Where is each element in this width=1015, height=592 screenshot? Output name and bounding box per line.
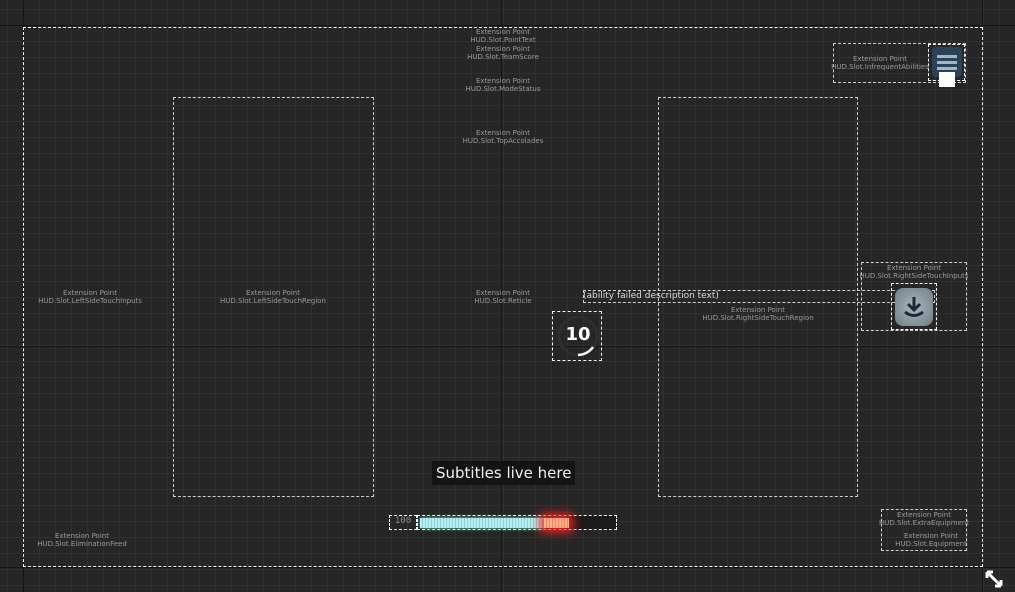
slot-right-side-touch-region: Extension Point HUD.Slot.RightSideTouchRe…: [702, 306, 814, 322]
slot-infrequent-abilities: Extension Point HUD.Slot.InfrequentAbilit…: [831, 55, 929, 71]
grid-axis: [0, 25, 1015, 26]
download-button-box[interactable]: [891, 283, 937, 330]
slot-mode-status: Extension Point HUD.Slot.ModeStatus: [465, 77, 541, 93]
ability-failed-box[interactable]: [583, 290, 935, 303]
infrequent-abilities-box[interactable]: [833, 43, 966, 83]
slot-point-text: Extension Point HUD.Slot.PointText: [470, 28, 536, 44]
health-number-box: [389, 515, 417, 530]
right-touch-inputs-box[interactable]: [861, 262, 967, 331]
slot-elimination-feed: Extension Point HUD.Slot.EliminationFeed: [37, 532, 127, 548]
slot-right-side-touch-inputs: Extension Point HUD.Slot.RightSideTouchIn…: [859, 264, 969, 280]
slot-left-side-touch-inputs: Extension Point HUD.Slot.LeftSideTouchInp…: [38, 289, 142, 305]
reticle-ammo-count: 10: [565, 324, 591, 345]
grid-axis: [501, 0, 502, 592]
reticle-ring-icon: [557, 315, 599, 357]
resize-diagonal-icon[interactable]: [984, 569, 1004, 589]
subtitles-text: Subtitles live here: [432, 461, 576, 485]
slot-left-side-touch-region: Extension Point HUD.Slot.LeftSideTouchReg…: [219, 289, 327, 305]
right-touch-region-box[interactable]: [658, 97, 858, 497]
hamburger-menu-icon: [937, 55, 957, 70]
menu-badge: [939, 72, 955, 87]
reticle-box[interactable]: [552, 311, 602, 361]
download-button[interactable]: [895, 288, 933, 326]
grid-axis: [0, 346, 1015, 347]
health-bar-fill: [420, 518, 545, 528]
ability-failed-text: (ability failed description text): [583, 291, 719, 301]
left-touch-region-box[interactable]: [173, 97, 374, 497]
download-icon: [904, 297, 924, 317]
slot-top-accolades: Extension Point HUD.Slot.TopAccolades: [462, 129, 544, 145]
slot-reticle: Extension Point HUD.Slot.Reticle: [474, 289, 532, 305]
canvas-bounds[interactable]: [23, 27, 983, 567]
health-bar-damage: [544, 518, 570, 528]
slot-team-score: Extension Point HUD.Slot.TeamScore: [467, 45, 539, 61]
equipment-box[interactable]: [881, 509, 967, 551]
health-value: 100: [394, 516, 412, 526]
slot-equipment: Extension Point HUD.Slot.Equipment: [895, 532, 967, 548]
slot-extra-equipment: Extension Point HUD.Slot.ExtraEquipment: [878, 511, 970, 527]
grid-axis: [0, 567, 1015, 568]
